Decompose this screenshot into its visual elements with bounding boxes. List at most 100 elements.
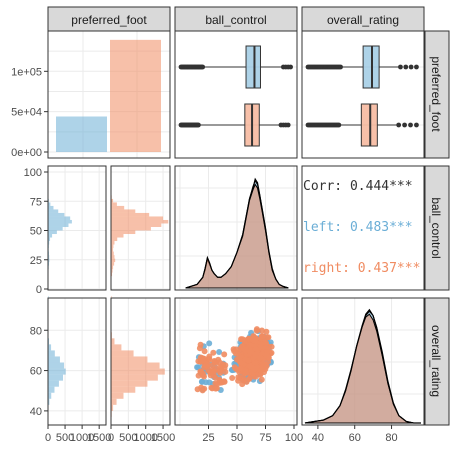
panel-hist-ball-control-right-bar-1: [111, 272, 113, 277]
x-tick-label-overall-rating-0: 40: [312, 432, 324, 444]
panel-box-ball-control-outlier-high-right: [285, 122, 291, 128]
y-tick-label-ball-control-0: 0: [36, 284, 42, 296]
panel-box-overall-rating-outlier-high-left: [408, 64, 414, 70]
scatter-point-right: [221, 351, 228, 358]
panel-box-ball-control-outlier-high-left: [288, 64, 293, 70]
panel-box-overall-rating-outlier-high-left: [403, 64, 409, 70]
x-tick-label-count-right-3: 1500: [151, 432, 175, 444]
scatter-point-right: [199, 387, 206, 394]
panel-hist-ball-control-right-bar-21: [111, 202, 117, 206]
panel-hist-ball-control-left-bar-12: [48, 234, 53, 238]
panel-hist-overall-rating-right-bar-11: [111, 350, 134, 357]
foot-count-tick-label-0: 0e+00: [11, 147, 42, 159]
panel-hist-ball-control-right-bar-10: [111, 241, 115, 245]
panel-hist-overall-rating-right-bar-10: [111, 356, 148, 363]
x-tick-label-count-left-2: 1000: [70, 432, 94, 444]
y-tick-label-ball-control-2: 50: [30, 226, 42, 238]
scatter-point-left: [216, 349, 223, 355]
scatter-point-right: [196, 345, 203, 352]
scatter-point-right: [237, 365, 244, 372]
panel-hist-overall-rating-right-bar-2: [111, 404, 114, 411]
y-tick-label-ball-control-1: 25: [30, 255, 42, 267]
foot-bar-left: [56, 116, 107, 152]
strip-row-overall-rating: [424, 297, 450, 426]
panel-hist-overall-rating-right-bar-5: [111, 386, 136, 393]
panel-hist-overall-rating-left-bar-4: [48, 392, 52, 399]
panel-hist-ball-control-right-bar-13: [111, 230, 136, 235]
x-tick-label-overall-rating-1: 60: [349, 432, 361, 444]
scatter-point-right: [231, 348, 238, 355]
scatter-point-right: [222, 362, 229, 369]
strip-label-row-ball-control: ball_control: [429, 197, 443, 258]
panel-hist-overall-rating-right-bar-3: [111, 398, 117, 405]
panel-scatter-border: [174, 297, 298, 426]
scatter-point-right: [243, 378, 250, 385]
panel-hist-overall-rating-left-bar-3: [48, 398, 50, 405]
panel-hist-ball-control-left-bar-10: [48, 241, 50, 245]
x-tick-label-count-right-2: 1000: [133, 432, 157, 444]
foot-bar-right: [110, 39, 161, 152]
scatter-point-right: [245, 357, 252, 364]
scatter-point-right: [242, 368, 249, 375]
scatter-point-right: [257, 371, 264, 378]
panel-hist-overall-rating-left-bar-11: [48, 350, 55, 357]
panel-hist-ball-control-left-bar-6: [48, 255, 50, 259]
x-tick-label-ball-control-2: 50: [231, 432, 243, 444]
x-tick-label-ball-control-1: 25: [202, 432, 214, 444]
panel-hist-ball-control-right-bar-5: [111, 258, 116, 263]
panel-hist-overall-rating-right-bar-9: [111, 362, 160, 369]
scatter-point-right: [242, 346, 249, 353]
scatter-point-right: [217, 377, 223, 384]
panel-hist-overall-rating-right-bar-12: [111, 344, 122, 351]
panel-hist-overall-rating-left-bar-10: [48, 356, 60, 363]
panel-hist-ball-control-right-bar-22: [111, 198, 114, 203]
y-tick-label-overall-rating-2: 80: [30, 325, 42, 337]
panel-hist-ball-control-left-bar-13: [48, 230, 57, 235]
panel-hist-ball-control-right-bar-2: [111, 269, 113, 273]
scatter-point-right: [253, 345, 259, 352]
scatter-point-right: [258, 327, 265, 334]
panel-hist-ball-control-left-bar-5: [48, 258, 50, 263]
panel-hist-overall-rating-right-bar-13: [111, 338, 115, 345]
scatter-point-right: [212, 374, 219, 381]
panel-hist-ball-control-right-bar-6: [111, 255, 115, 259]
scatter-point-right: [246, 363, 253, 369]
x-tick-label-count-left-0: 0: [45, 432, 51, 444]
scatter-point-right: [252, 351, 259, 358]
row-strips: preferred_foot ball_control overall_rati…: [424, 30, 450, 426]
panel-hist-ball-control-right-bar-12: [111, 234, 124, 238]
panel-hist-ball-control-right-bar-9: [111, 244, 114, 249]
panel-density-ball-control-border: [174, 165, 298, 291]
panel-box-overall-rating-outlier-high-right: [408, 122, 413, 128]
panel-hist-overall-rating-left-bar-7: [48, 374, 64, 381]
panel-hist-ball-control-right-border: [110, 165, 171, 291]
x-tick-label-count-left-3: 1500: [87, 432, 111, 444]
panel-hist-ball-control-right-bar-11: [111, 237, 118, 242]
panel-hist-ball-control-left-bar-4: [48, 262, 50, 266]
scatter-point-right: [258, 333, 265, 340]
strip-label-preferred-foot: preferred_foot: [71, 13, 147, 27]
corr-left-label: left: 0.483***: [303, 220, 413, 235]
scatter-point-left: [199, 378, 206, 385]
panel-hist-ball-control-right-bar-8: [111, 248, 114, 252]
scatter-point-right: [209, 362, 216, 369]
y-tick-label-ball-control-4: 100: [24, 167, 42, 179]
panel-hist-overall-rating-right-bar-4: [111, 392, 124, 399]
y-tick-label-ball-control-3: 75: [30, 196, 42, 208]
panel-hist-ball-control-left-bar-11: [48, 237, 51, 242]
strip-label-row-preferred-foot: preferred_foot: [429, 56, 443, 132]
panel-hist-ball-control-right-bar-14: [111, 226, 151, 231]
chart-marks: [48, 39, 421, 424]
scatter-point-right: [257, 354, 264, 361]
scatter-point-right: [194, 386, 201, 393]
scatter-point-right: [252, 337, 259, 344]
panel-box-ball-control-background: [175, 31, 297, 158]
panel-hist-overall-rating-left-bar-9: [48, 362, 65, 369]
panel-hist-ball-control-left-bar-14: [48, 226, 63, 231]
panel-correlation-background: [302, 166, 424, 290]
x-tick-label-count-left-1: 500: [56, 432, 74, 444]
panel-hist-ball-control-left-bar-21: [48, 202, 51, 206]
panel-hist-ball-control-right-bar-16: [111, 219, 169, 224]
